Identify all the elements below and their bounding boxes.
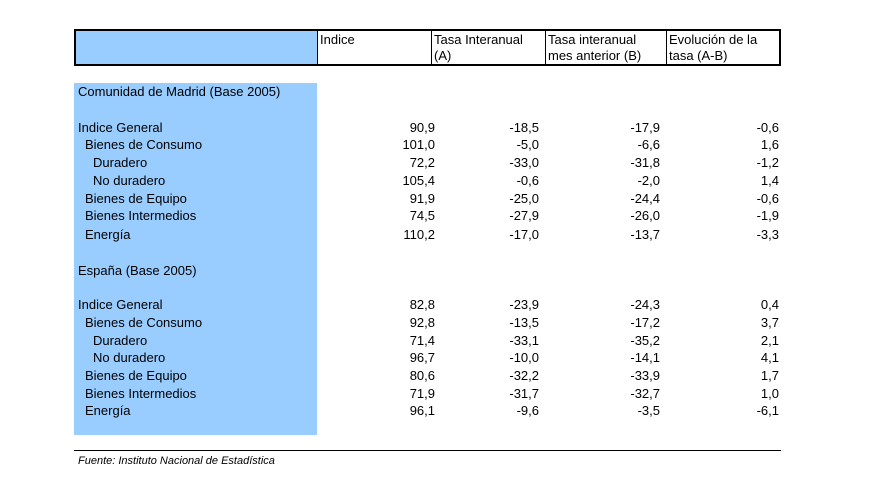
- row-label: Bienes de Consumo: [85, 315, 203, 330]
- indice-value: 80,6: [409, 368, 435, 383]
- indice-value: 90,9: [409, 120, 435, 135]
- tasa-b-value: -31,8: [630, 155, 660, 170]
- table-row: Bienes Intermedios 74,5 -27,9 -26,0 -1,9: [74, 207, 781, 225]
- table-header: Indice Tasa Interanual (A) Tasa interanua…: [74, 29, 781, 66]
- header-divider: [431, 31, 432, 64]
- indice-value: 91,9: [409, 191, 435, 206]
- indice-value: 71,4: [409, 333, 435, 348]
- tasa-b-value: -24,4: [630, 191, 660, 206]
- indice-value: 96,1: [409, 403, 435, 418]
- table-row: Bienes de Equipo 80,6 -32,2 -33,9 1,7: [74, 367, 781, 385]
- header-divider: [666, 31, 667, 64]
- tasa-a-value: -18,5: [509, 120, 539, 135]
- evolucion-value: -6,1: [756, 403, 779, 418]
- tasa-a-value: -9,6: [516, 403, 539, 418]
- indice-value: 105,4: [402, 173, 435, 188]
- evolucion-value: 1,6: [760, 137, 779, 152]
- indice-value: 71,9: [409, 386, 435, 401]
- row-label: Bienes Intermedios: [85, 386, 197, 401]
- tasa-b-value: -24,3: [630, 297, 660, 312]
- tasa-a-value: -32,2: [509, 368, 539, 383]
- evolucion-value: -1,2: [756, 155, 779, 170]
- tasa-b-value: -3,5: [637, 403, 660, 418]
- evolucion-value: 4,1: [760, 350, 779, 365]
- indice-value: 110,2: [403, 227, 435, 242]
- table-row: No duradero 105,4 -0,6 -2,0 1,4: [74, 172, 781, 190]
- indice-value: 101,0: [402, 137, 435, 152]
- table-row: Energía 96,1 -9,6 -3,5 -6,1: [74, 402, 781, 420]
- row-label: Bienes de Equipo: [85, 368, 187, 383]
- header-evolucion: Evolución de la tasa (A-B): [669, 32, 758, 63]
- evolucion-value: 1,4: [760, 173, 779, 188]
- tasa-a-value: -33,0: [509, 155, 539, 170]
- evolucion-value: 3,7: [760, 315, 779, 330]
- evolucion-value: 1,0: [760, 386, 779, 401]
- table-row: Duradero 71,4 -33,1 -35,2 2,1: [74, 332, 781, 350]
- tasa-a-value: -25,0: [509, 191, 539, 206]
- tasa-b-value: -33,9: [630, 368, 660, 383]
- table-row: No duradero 96,7 -10,0 -14,1 4,1: [74, 349, 781, 367]
- tasa-b-value: -35,2: [630, 333, 660, 348]
- row-label: Energía: [85, 403, 131, 418]
- evolucion-value: 1,7: [760, 368, 779, 383]
- table-row: Bienes Intermedios 71,9 -31,7 -32,7 1,0: [74, 385, 781, 403]
- tasa-b-value: -26,0: [630, 208, 660, 223]
- header-divider: [317, 31, 318, 64]
- tasa-a-value: -27,9: [509, 208, 539, 223]
- evolucion-value: -0,6: [756, 191, 779, 206]
- footer-divider: [74, 450, 781, 451]
- indice-value: 92,8: [409, 315, 435, 330]
- tasa-a-value: -33,1: [509, 333, 539, 348]
- table-row: Indice General 82,8 -23,9 -24,3 0,4: [74, 296, 781, 314]
- header-tasa-mes-anterior: Tasa interanual mes anterior (B): [548, 32, 642, 63]
- row-label: Indice General: [78, 120, 163, 135]
- section-title: España (Base 2005): [78, 263, 197, 278]
- row-label: No duradero: [93, 350, 166, 365]
- row-label: Indice General: [78, 297, 163, 312]
- evolucion-value: -0,6: [756, 120, 779, 135]
- tasa-b-value: -6,6: [637, 137, 660, 152]
- table-row: Bienes de Consumo 101,0 -5,0 -6,6 1,6: [74, 136, 781, 154]
- tasa-b-value: -14,1: [630, 350, 660, 365]
- tasa-a-value: -13,5: [509, 315, 539, 330]
- header-indice: Indice: [320, 32, 355, 47]
- tasa-a-value: -0,6: [516, 173, 539, 188]
- header-tasa-interanual: Tasa Interanual (A): [434, 32, 523, 63]
- tasa-b-value: -17,2: [630, 315, 660, 330]
- tasa-a-value: -23,9: [509, 297, 539, 312]
- indice-value: 74,5: [409, 208, 435, 223]
- row-label: Energía: [85, 227, 131, 242]
- tasa-b-value: -13,7: [630, 227, 660, 242]
- indice-value: 82,8: [409, 297, 435, 312]
- indice-value: 72,2: [409, 155, 435, 170]
- evolucion-value: -1,9: [756, 208, 779, 223]
- row-label: Bienes Intermedios: [85, 208, 197, 223]
- header-divider: [545, 31, 546, 64]
- indice-value: 96,7: [409, 350, 435, 365]
- table-row: Indice General 90,9 -18,5 -17,9 -0,6: [74, 119, 781, 137]
- tasa-a-value: -5,0: [516, 137, 539, 152]
- tasa-a-value: -10,0: [509, 350, 539, 365]
- header-label-cell: [76, 31, 317, 64]
- row-label: Bienes de Equipo: [85, 191, 187, 206]
- evolucion-value: 0,4: [760, 297, 779, 312]
- table-row: Energía 110,2 -17,0 -13,7 -3,3: [74, 226, 781, 244]
- tasa-a-value: -31,7: [509, 386, 539, 401]
- table-row: Duradero 72,2 -33,0 -31,8 -1,2: [74, 154, 781, 172]
- table-row: Bienes de Equipo 91,9 -25,0 -24,4 -0,6: [74, 190, 781, 208]
- tasa-a-value: -17,0: [509, 227, 539, 242]
- label-column-highlight: [74, 83, 317, 435]
- row-label: No duradero: [93, 173, 166, 188]
- section-title: Comunidad de Madrid (Base 2005): [78, 84, 281, 99]
- row-label: Bienes de Consumo: [85, 137, 203, 152]
- tasa-b-value: -2,0: [637, 173, 660, 188]
- table-row: Bienes de Consumo 92,8 -13,5 -17,2 3,7: [74, 314, 781, 332]
- tasa-b-value: -17,9: [630, 120, 660, 135]
- tasa-b-value: -32,7: [630, 386, 660, 401]
- row-label: Duradero: [93, 155, 148, 170]
- evolucion-value: -3,3: [756, 227, 779, 242]
- evolucion-value: 2,1: [760, 333, 779, 348]
- row-label: Duradero: [93, 333, 148, 348]
- source-note: Fuente: Instituto Nacional de Estadístic…: [78, 455, 275, 467]
